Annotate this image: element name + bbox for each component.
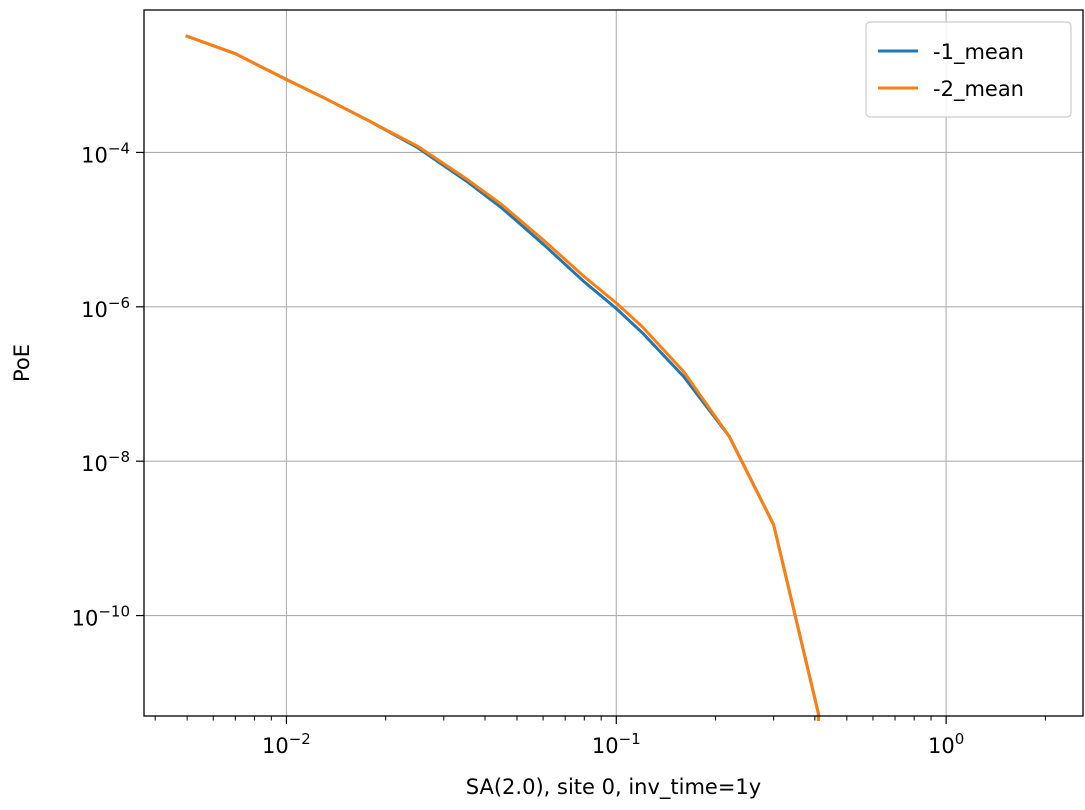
- series-line-1: [185, 34, 820, 722]
- y-axis-label: PoE: [10, 344, 34, 382]
- legend-box: [865, 21, 1072, 118]
- y-tick-label: 10−6: [81, 294, 130, 322]
- plot-frame: [143, 9, 1084, 717]
- legend-label: -1_mean: [933, 40, 1024, 65]
- x-tick-label: 100: [928, 730, 964, 758]
- x-tick-label: 10−2: [262, 730, 311, 758]
- x-tick-label: 10−1: [592, 730, 641, 758]
- ticks: 10−2 10−1 100 10−4 10−6 10−8 10−10: [72, 139, 965, 758]
- legend-label: -2_mean: [933, 77, 1024, 102]
- series-lines: [185, 34, 820, 722]
- x-axis-label: SA(2.0), site 0, inv_time=1y: [466, 775, 761, 800]
- y-tick-label: 10−10: [72, 603, 130, 631]
- legend: -1_mean -2_mean: [865, 21, 1072, 118]
- series-line-2: [185, 34, 820, 722]
- y-tick-label: 10−8: [81, 448, 130, 476]
- minor-ticks: [154, 716, 1046, 721]
- y-tick-label: 10−4: [81, 139, 130, 167]
